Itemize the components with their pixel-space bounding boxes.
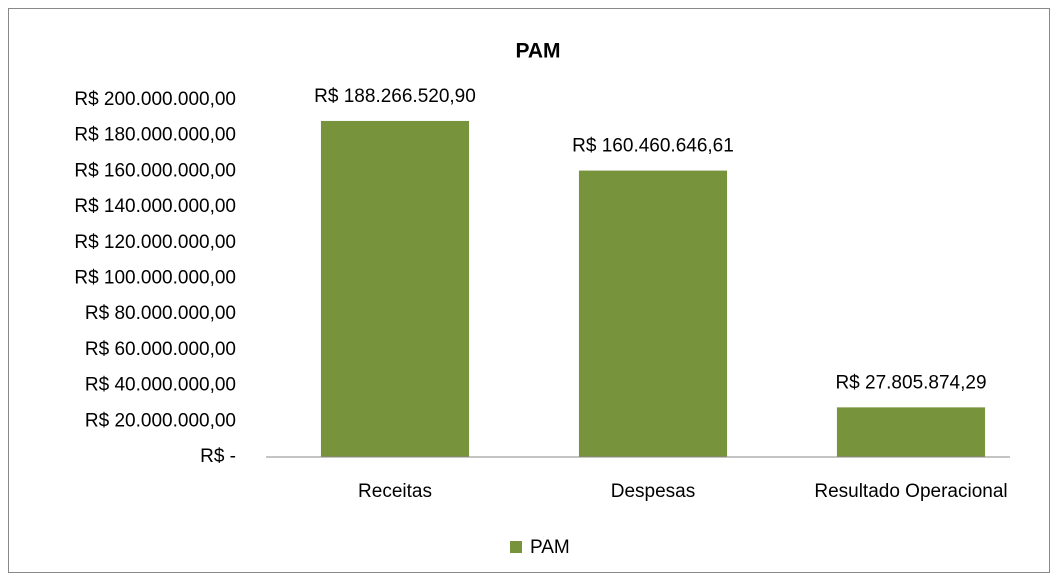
y-tick-label: R$ 180.000.000,00 bbox=[74, 125, 236, 146]
bar bbox=[320, 120, 470, 457]
y-tick-label: R$ 100.000.000,00 bbox=[74, 268, 236, 289]
chart-frame bbox=[8, 8, 1050, 573]
x-tick-label: Despesas bbox=[611, 481, 696, 502]
legend-label: PAM bbox=[530, 537, 570, 558]
y-tick-label: R$ 160.000.000,00 bbox=[74, 160, 236, 181]
data-label: R$ 188.266.520,90 bbox=[314, 86, 476, 107]
bar bbox=[836, 407, 986, 457]
data-label: R$ 27.805.874,29 bbox=[835, 372, 986, 393]
y-tick-label: R$ - bbox=[200, 446, 236, 467]
y-tick-label: R$ 20.000.000,00 bbox=[85, 410, 236, 431]
bar bbox=[578, 170, 728, 457]
data-label: R$ 160.460.646,61 bbox=[572, 136, 734, 157]
y-tick-label: R$ 140.000.000,00 bbox=[74, 196, 236, 217]
y-tick-label: R$ 40.000.000,00 bbox=[85, 375, 236, 396]
chart-title: PAM bbox=[515, 40, 560, 63]
x-tick-label: Resultado Operacional bbox=[814, 481, 1007, 502]
y-tick-label: R$ 60.000.000,00 bbox=[85, 339, 236, 360]
y-tick-label: R$ 80.000.000,00 bbox=[85, 303, 236, 324]
y-tick-label: R$ 120.000.000,00 bbox=[74, 232, 236, 253]
x-tick-label: Receitas bbox=[358, 481, 432, 502]
legend-swatch bbox=[510, 541, 522, 553]
y-tick-label: R$ 200.000.000,00 bbox=[74, 89, 236, 110]
